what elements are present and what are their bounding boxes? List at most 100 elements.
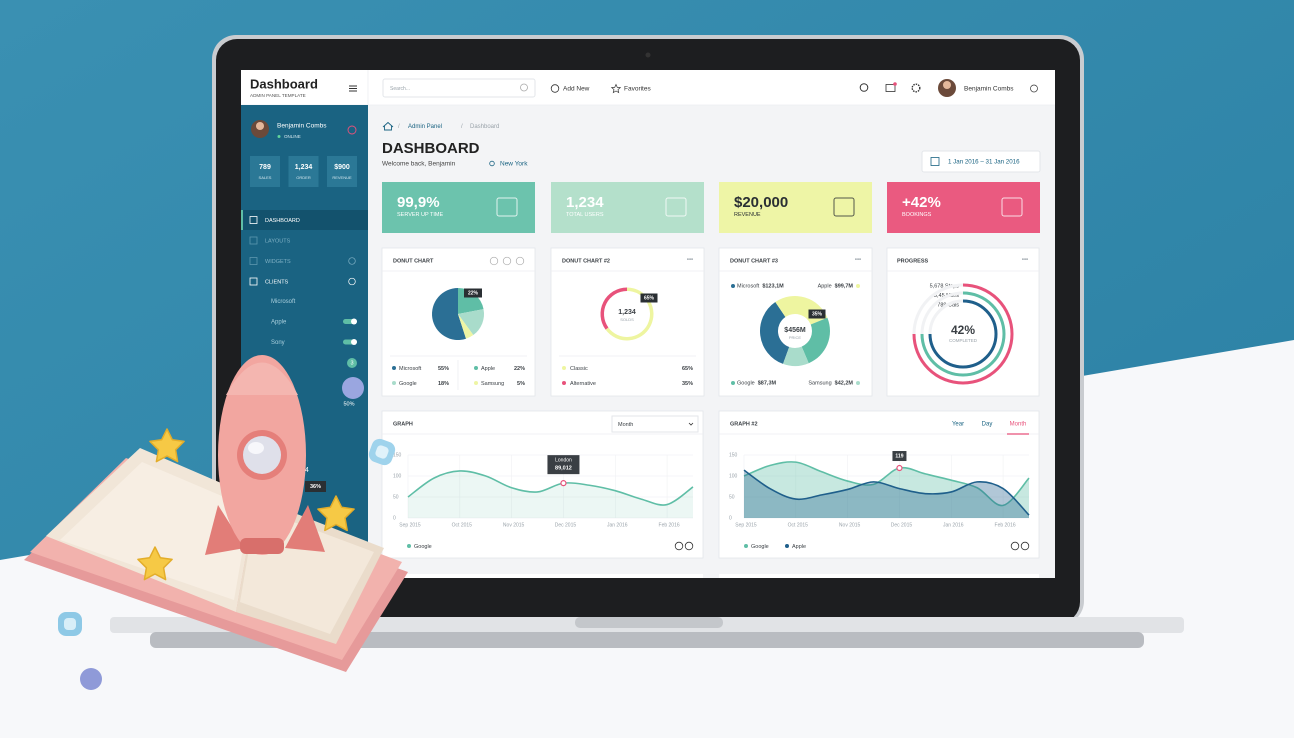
settings-button[interactable] bbox=[911, 83, 921, 93]
pager-button[interactable] bbox=[1020, 541, 1030, 551]
sidebar-progress: 50% bbox=[343, 401, 354, 407]
charts: DONUT CHART 22% Microsoft 55% Apple 22% Google… bbox=[381, 247, 1040, 559]
y-tick-label: 50 bbox=[729, 494, 735, 500]
card-title: DONUT CHART #2 bbox=[562, 258, 610, 264]
add-new[interactable]: Add New bbox=[563, 86, 590, 93]
slice bbox=[458, 314, 474, 339]
y-tick-label: 0 bbox=[393, 515, 396, 521]
pager-button[interactable] bbox=[1010, 541, 1020, 551]
callout-label: 22% bbox=[468, 291, 479, 297]
page-title: DASHBOARD bbox=[382, 140, 480, 157]
user-menu-icon[interactable] bbox=[1030, 84, 1038, 93]
user-name[interactable]: Benjamin Combs bbox=[964, 86, 1014, 93]
legend-value: $123,1M bbox=[762, 284, 784, 290]
sidebar-user: Benjamin Combs bbox=[277, 123, 327, 130]
legend-label: Apple bbox=[481, 366, 495, 372]
home-icon[interactable] bbox=[382, 121, 394, 131]
slice bbox=[801, 317, 830, 364]
card bbox=[550, 247, 705, 397]
search-box[interactable] bbox=[382, 78, 536, 98]
pager-button[interactable] bbox=[684, 541, 694, 551]
search-button[interactable] bbox=[859, 83, 869, 92]
favorites[interactable]: Favorites bbox=[624, 86, 651, 93]
y-tick-label: 100 bbox=[729, 473, 738, 479]
pager-button[interactable] bbox=[674, 541, 684, 551]
star bbox=[317, 495, 355, 532]
callout bbox=[808, 309, 826, 319]
menu-item[interactable]: LAYOUTS bbox=[265, 238, 291, 244]
center-value: 1,234 bbox=[618, 309, 636, 316]
legend-label: Apple bbox=[792, 544, 806, 550]
legend-label: Classic bbox=[570, 366, 588, 372]
submenu-item[interactable]: Sony bbox=[271, 340, 285, 346]
favorites-icon bbox=[610, 83, 622, 94]
status-dot bbox=[277, 135, 281, 138]
legend-name: Apple bbox=[818, 284, 832, 290]
card-menu[interactable]: ••• bbox=[687, 258, 693, 264]
card-title: DONUT CHART #3 bbox=[730, 258, 778, 264]
legend-dot bbox=[744, 544, 748, 548]
menu-item[interactable]: WIDGETS bbox=[265, 259, 291, 265]
date-range-box[interactable] bbox=[921, 150, 1041, 173]
submenu-item[interactable]: Microsoft bbox=[271, 299, 296, 305]
laptop-notch bbox=[575, 617, 723, 628]
x-tick-label: Jan 2016 bbox=[943, 522, 964, 528]
card-action[interactable] bbox=[502, 256, 512, 266]
date-range[interactable]: 1 Jan 2016 – 31 Jan 2016 bbox=[948, 159, 1020, 166]
card-title: GRAPH bbox=[393, 421, 413, 427]
submenu-item[interactable]: Apple bbox=[271, 320, 287, 326]
x-tick-label: Sep 2015 bbox=[399, 522, 421, 528]
card-menu[interactable]: ••• bbox=[855, 258, 861, 264]
tab[interactable]: Year bbox=[952, 422, 964, 428]
center-value: $456M bbox=[784, 327, 806, 334]
tooltip-value: 119 bbox=[895, 454, 903, 460]
menu-expand[interactable] bbox=[348, 277, 356, 286]
toggle-knob bbox=[351, 318, 357, 325]
badge: 3 bbox=[350, 360, 353, 366]
illustration bbox=[24, 355, 408, 690]
callout-label: 35% bbox=[812, 312, 823, 318]
tab[interactable]: Month bbox=[1010, 422, 1027, 428]
legend-label: Microsoft bbox=[399, 366, 422, 372]
card-action[interactable] bbox=[489, 256, 499, 266]
slice bbox=[760, 302, 790, 364]
card-title: PROGRESS bbox=[897, 258, 929, 264]
stat-card-value: 99,9% bbox=[397, 194, 440, 211]
menu-item[interactable]: CLIENTS bbox=[265, 279, 289, 285]
stat-card-label: TOTAL USERS bbox=[566, 212, 604, 218]
area bbox=[408, 470, 693, 518]
stat-card-icon bbox=[496, 197, 518, 217]
y-tick-label: 50 bbox=[393, 494, 399, 500]
progress-value: 42% bbox=[951, 323, 975, 337]
tab[interactable]: Day bbox=[982, 422, 993, 428]
period-select-label[interactable]: Month bbox=[618, 422, 633, 428]
stat-label: SALES bbox=[259, 175, 272, 180]
mail-button[interactable] bbox=[885, 84, 896, 92]
progress-item: 5,678 Steps bbox=[930, 283, 960, 289]
x-tick-label: Dec 2015 bbox=[555, 522, 577, 528]
card-menu[interactable]: ••• bbox=[1022, 258, 1028, 264]
legend-dot bbox=[474, 381, 478, 385]
menu-toggle[interactable] bbox=[349, 85, 357, 92]
menu-active-bg bbox=[241, 210, 368, 230]
card-stub bbox=[719, 574, 1039, 578]
line bbox=[743, 469, 1030, 516]
card bbox=[718, 410, 1040, 559]
legend-name: Google bbox=[737, 381, 755, 387]
stat-card-icon bbox=[665, 197, 687, 217]
card bbox=[886, 247, 1040, 397]
breadcrumb[interactable]: Admin Panel bbox=[408, 124, 442, 130]
legend-value: 18% bbox=[438, 381, 449, 387]
menu-expand[interactable] bbox=[348, 257, 356, 265]
search-placeholder[interactable]: Search... bbox=[390, 86, 410, 92]
menu-item[interactable]: DASHBOARD bbox=[265, 218, 300, 224]
card-action[interactable] bbox=[515, 256, 525, 266]
legend-label: Google bbox=[751, 544, 769, 550]
laptop-base-shadow bbox=[150, 632, 1144, 648]
period-select[interactable] bbox=[611, 415, 699, 433]
stat-card bbox=[887, 182, 1040, 233]
stat-card-icon bbox=[833, 197, 855, 217]
camera bbox=[645, 52, 651, 58]
logout-icon[interactable] bbox=[347, 125, 357, 135]
legend-label: Apple $99,7M bbox=[818, 284, 854, 290]
